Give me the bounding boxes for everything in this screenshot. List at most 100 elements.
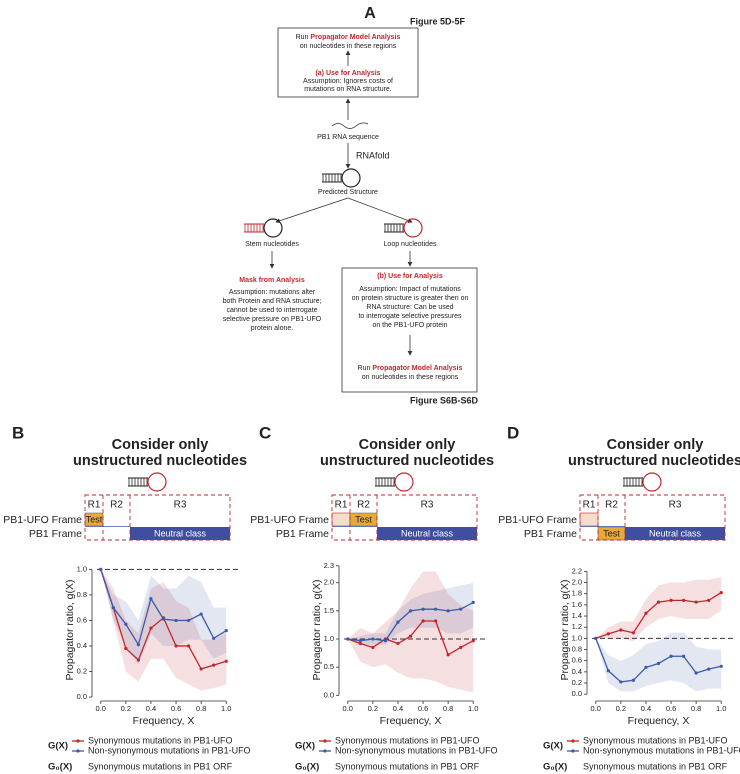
point bbox=[719, 664, 723, 668]
point bbox=[224, 629, 228, 633]
region-label: R2 bbox=[110, 500, 123, 511]
hairpin-icon bbox=[128, 472, 167, 492]
x-tick-label: 1.0 bbox=[468, 704, 478, 713]
x-tick-label: 1.0 bbox=[221, 704, 231, 713]
method: Propagator Model Analysis bbox=[310, 34, 400, 41]
text: RNA structure: Can be used bbox=[366, 304, 453, 311]
y-tick-label: 0.8 bbox=[77, 590, 87, 599]
point bbox=[346, 637, 350, 641]
action: (a) Use for Analysis bbox=[315, 70, 380, 77]
y-tick-label: 0.2 bbox=[77, 666, 87, 675]
point bbox=[459, 645, 463, 650]
point bbox=[656, 661, 661, 666]
box-text: on nucleotides in these regions bbox=[300, 43, 397, 50]
x-tick-label: 0.0 bbox=[591, 704, 601, 713]
panel-label: D bbox=[507, 423, 519, 442]
point bbox=[186, 644, 191, 648]
point bbox=[644, 611, 648, 615]
x-tick-label: 0.6 bbox=[171, 704, 181, 713]
action: Mask from Analysis bbox=[239, 277, 305, 284]
y-tick-label: 2.2 bbox=[572, 566, 582, 575]
region-label: R1 bbox=[335, 500, 348, 511]
point bbox=[631, 631, 636, 635]
point bbox=[471, 600, 475, 605]
legend-label: Synonymous mutations in PB1-UFO bbox=[583, 735, 728, 745]
hairpin-icon bbox=[322, 168, 361, 188]
point bbox=[594, 636, 598, 640]
panel-header: Consider only bbox=[359, 437, 456, 453]
y-tick-label: 0.6 bbox=[572, 656, 582, 665]
point bbox=[694, 671, 698, 675]
y-tick-label: 0.4 bbox=[572, 667, 582, 676]
panel-label: B bbox=[12, 423, 24, 442]
legend-label: Non-synonymous mutations in PB1-UFO bbox=[88, 745, 251, 755]
point bbox=[358, 639, 362, 643]
region-label: R3 bbox=[421, 500, 434, 511]
point bbox=[174, 644, 178, 648]
row-label: PB1 Frame bbox=[29, 528, 82, 540]
cell bbox=[331, 512, 351, 527]
point bbox=[719, 590, 723, 595]
test-label: Test bbox=[603, 528, 620, 538]
point bbox=[358, 641, 362, 646]
point bbox=[681, 654, 686, 658]
region-label: R1 bbox=[583, 500, 596, 511]
x-tick-label: 0.0 bbox=[343, 704, 353, 713]
test-label: Test bbox=[86, 514, 103, 524]
rna-squiggle bbox=[331, 122, 369, 129]
point bbox=[606, 669, 610, 673]
region-label: R1 bbox=[88, 500, 101, 511]
box-text: Run Propagator Model Analysis bbox=[296, 34, 401, 41]
point bbox=[383, 639, 388, 643]
y-tick-label: 1.5 bbox=[324, 606, 334, 615]
legend-swatch bbox=[76, 749, 80, 753]
x-tick-label: 0.2 bbox=[368, 704, 378, 713]
point bbox=[161, 617, 166, 621]
y-tick-label: 1.4 bbox=[572, 611, 582, 620]
point bbox=[136, 643, 141, 647]
panel-header: unstructured nucleotides bbox=[320, 453, 494, 469]
row-label: PB1-UFO Frame bbox=[498, 514, 577, 526]
box-text: mutations on RNA structure. bbox=[304, 86, 392, 93]
y-tick-label: 0.5 bbox=[324, 662, 334, 671]
method: Propagator Model Analysis bbox=[372, 365, 462, 372]
panel-header: unstructured nucleotides bbox=[73, 453, 247, 469]
figure-ref: Figure 5D-5F bbox=[410, 16, 466, 26]
region-box bbox=[579, 494, 726, 541]
y-tick-label: 0.0 bbox=[324, 690, 334, 699]
text: Assumption: Impact of mutations bbox=[359, 286, 461, 293]
row-label: PB1-UFO Frame bbox=[250, 514, 329, 526]
text: to interrogate selective pressures bbox=[358, 313, 462, 320]
confidence-band bbox=[347, 582, 474, 645]
y-axis-label: Propagator ratio, g(X) bbox=[559, 580, 571, 681]
region-label: R2 bbox=[357, 500, 370, 511]
point bbox=[694, 600, 698, 604]
point bbox=[149, 626, 153, 630]
legend-group: G₀(X) bbox=[295, 762, 319, 773]
point bbox=[459, 607, 463, 611]
legend-group: G(X) bbox=[48, 741, 68, 752]
point bbox=[433, 619, 438, 623]
region-label: R3 bbox=[669, 500, 682, 511]
action: (b) Use for Analysis bbox=[377, 273, 443, 280]
legend-label: Synonymous mutations in PB1 ORF bbox=[88, 761, 233, 771]
arrow bbox=[347, 197, 413, 223]
point bbox=[111, 606, 115, 610]
loop bbox=[147, 472, 167, 492]
box-text: Assumption: Ignores costs of bbox=[303, 78, 393, 85]
point bbox=[136, 658, 141, 662]
y-tick-label: 0.0 bbox=[572, 689, 582, 698]
x-tick-label: 0.8 bbox=[443, 704, 453, 713]
text: both Protein and RNA structure; bbox=[223, 298, 322, 305]
label: Stem nucleotides bbox=[245, 241, 299, 248]
loop bbox=[403, 218, 423, 238]
point bbox=[186, 618, 191, 623]
point bbox=[669, 598, 673, 603]
panel-header: unstructured nucleotides bbox=[568, 453, 740, 469]
loop bbox=[642, 472, 662, 492]
y-tick-label: 1.8 bbox=[572, 589, 582, 598]
row-label: PB1 Frame bbox=[524, 528, 577, 540]
test-label: Test bbox=[355, 514, 372, 524]
y-tick-label: 1.0 bbox=[77, 564, 87, 573]
